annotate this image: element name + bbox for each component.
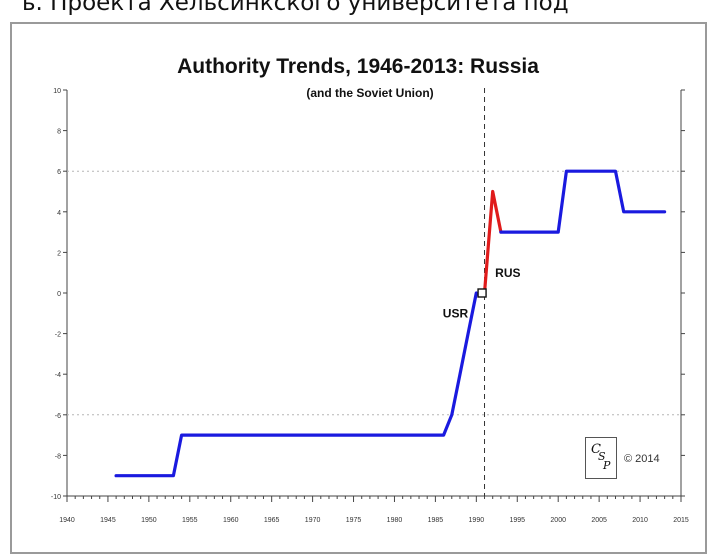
logo-letter-c: C — [591, 442, 601, 457]
y-tick-label: 10 — [53, 88, 61, 95]
y-tick-label: -2 — [55, 332, 61, 339]
y-tick-label: 6 — [57, 169, 61, 176]
logo-letter-p: P — [603, 459, 611, 472]
x-tick-label: 1940 — [59, 517, 75, 524]
x-tick-label: 1965 — [264, 517, 280, 524]
x-tick-label: 1955 — [182, 517, 198, 524]
chart-subtitle: (and the Soviet Union) — [306, 86, 434, 100]
transition-marker — [477, 288, 487, 298]
y-tick-label: -10 — [51, 494, 61, 501]
y-tick-label: 8 — [57, 129, 61, 136]
x-tick-label: 1980 — [387, 517, 403, 524]
cropped-header-text: ь. Проекта Хельсинкского университета по… — [22, 0, 569, 16]
x-tick-label: 1975 — [346, 517, 362, 524]
x-tick-label: 1990 — [469, 517, 485, 524]
x-tick-label: 1960 — [223, 517, 239, 524]
x-tick-label: 2010 — [632, 517, 648, 524]
y-tick-label: 2 — [57, 250, 61, 257]
copyright-text: © 2014 — [624, 453, 660, 465]
x-tick-label: 1970 — [305, 517, 321, 524]
logo-letter-s: S — [598, 450, 606, 463]
x-tick-label: 1945 — [100, 517, 116, 524]
series-line-usr — [114, 291, 478, 478]
y-tick-label: 0 — [57, 291, 61, 298]
series-line-continuation — [499, 169, 667, 234]
x-tick-label: 2015 — [673, 517, 689, 524]
y-tick-label: -8 — [55, 453, 61, 460]
series-line-rus — [482, 189, 503, 295]
annotation-rus: RUS — [495, 266, 520, 280]
y-tick-label: -4 — [55, 372, 61, 379]
y-tick-label: 4 — [57, 210, 61, 217]
x-tick-label: 2005 — [591, 517, 607, 524]
x-tick-label: 1950 — [141, 517, 157, 524]
annotation-usr: USR — [443, 306, 469, 320]
y-tick-label: -6 — [55, 413, 61, 420]
csp-logo: C S P — [585, 437, 617, 479]
x-tick-label: 1995 — [509, 517, 525, 524]
x-tick-label: 2000 — [550, 517, 566, 524]
chart-title: Authority Trends, 1946-2013: Russia — [177, 55, 539, 78]
x-tick-label: 1985 — [428, 517, 444, 524]
